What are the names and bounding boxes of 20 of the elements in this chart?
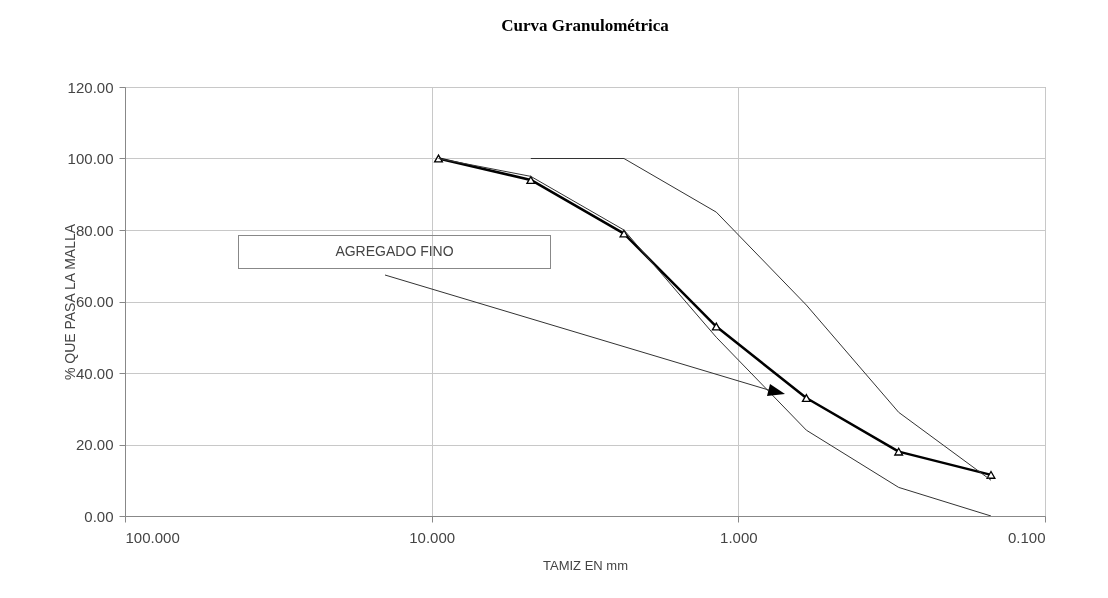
x-tick-label: 1.000 xyxy=(720,528,758,546)
point xyxy=(711,322,721,331)
y-tick-label: 0.00 xyxy=(84,507,114,525)
y-tick-label: 40.00 xyxy=(75,364,114,382)
y-tick-label: 20.00 xyxy=(75,436,114,453)
point xyxy=(526,175,536,184)
y-tick-label: 80.00 xyxy=(75,221,114,239)
x-tick-label: 10.000 xyxy=(409,528,456,546)
point xyxy=(894,447,904,456)
y-tick-label: 120.00 xyxy=(67,78,114,96)
point xyxy=(986,470,996,479)
y-tick-label: 100.00 xyxy=(67,150,114,167)
chart-title: Curva Granulométrica xyxy=(501,16,670,35)
point xyxy=(619,229,629,238)
x-tick-label: 100.000 xyxy=(125,528,180,546)
annotation: AGREGADO FINO xyxy=(238,235,551,269)
point xyxy=(801,394,811,403)
x-axis-title: TAMIZ EN mm xyxy=(543,557,628,573)
y-tick-label: 60.00 xyxy=(75,293,114,310)
x-tick-label: 0.100 xyxy=(1007,528,1046,546)
